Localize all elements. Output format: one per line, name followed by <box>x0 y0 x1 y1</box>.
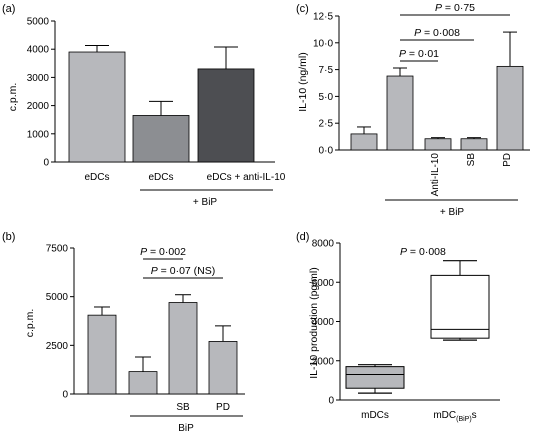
panel-c-cat-3: SB <box>466 153 477 167</box>
panel-c-bar <box>424 138 452 151</box>
panel-b-comparison-value: = 0·07 (NS) <box>158 265 215 277</box>
panel-b-cat-2: SB <box>176 402 190 413</box>
panel-a-ytick-label: 0 <box>43 158 49 169</box>
panel-a-bar <box>132 115 190 163</box>
panel-b-bar <box>128 371 158 395</box>
panel-c-ytick-label: 5·0 <box>319 92 334 103</box>
panel-c-cat-2: Anti-IL-10 <box>430 153 441 197</box>
panel-d-cat-1-base: mDC <box>433 410 456 421</box>
panel-c: (c) 0·02·55·07·510·012·5 P = 0·01P = 0·0… <box>296 2 530 218</box>
panel-a-ytick-label: 5000 <box>27 17 50 28</box>
panel-c-comparison-p: P <box>435 2 442 14</box>
panel-c-ytick-label: 12·5 <box>313 12 333 23</box>
panel-d-label: (d) <box>296 231 309 243</box>
panel-b-bars <box>87 294 238 395</box>
panel-b-ylabel: c.p.m. <box>24 309 36 338</box>
panel-c-label: (c) <box>296 3 309 15</box>
panel-c-comparison-label: P = 0·01 <box>399 48 439 60</box>
panel-d-ytick-label: 0 <box>328 396 334 407</box>
panel-a-label: (a) <box>2 3 15 15</box>
panel-d: (d) 0 2000 4000 6000 8000 IL-10 production (… <box>296 231 500 423</box>
panel-a-ytick-label: 3000 <box>27 73 50 84</box>
panel-b-bar <box>87 314 117 395</box>
panel-d-boxes <box>345 260 490 394</box>
panel-a-bar <box>197 68 255 163</box>
panel-b-label: (b) <box>2 231 15 243</box>
panel-c-ytick-label: 2·5 <box>319 119 334 130</box>
panel-c-bar <box>350 133 378 151</box>
panel-c-comparison-label: P = 0·008 <box>414 27 460 39</box>
panel-c-group-label: + BiP <box>440 207 465 218</box>
panel-d-cat-1: mDC(BiP)s <box>433 410 476 423</box>
panel-c-bar <box>460 138 488 151</box>
panel-c-ytick-label: 10·0 <box>313 38 333 49</box>
panel-c-bars <box>350 31 524 151</box>
panel-c-comparison-label: P = 0·75 <box>435 2 475 14</box>
panel-d-ytick-label: 2000 <box>312 356 335 367</box>
panel-a-ytick-label: 4000 <box>27 45 50 56</box>
panel-a-ylabel: c.p.m. <box>7 83 19 112</box>
panel-a-bar <box>68 51 126 163</box>
panel-b-ytick-label: 0 <box>62 390 68 401</box>
panel-a-group-label: + BiP <box>193 197 218 208</box>
panel-c-ytick-label: 0·0 <box>319 146 334 157</box>
panel-d-box <box>430 274 490 339</box>
panel-a-cat-0: eDCs <box>84 172 109 183</box>
panel-b-bar <box>208 341 238 395</box>
panel-b-ytick-label: 2500 <box>46 341 69 352</box>
panel-c-comparison-value: = 0·75 <box>442 2 475 14</box>
panel-d-box <box>345 366 405 389</box>
panel-c-comparison-p: P <box>414 27 421 39</box>
panel-b-comparison-p: P <box>140 246 147 258</box>
panel-c-ytick-label: 7·5 <box>319 65 334 76</box>
panel-b-comparison-value: = 0·002 <box>147 246 186 258</box>
panel-a-ytick-label: 2000 <box>27 101 50 112</box>
panel-d-cat-1-sub: (BiP) <box>456 416 472 423</box>
panel-a-ytick-label: 1000 <box>27 129 50 140</box>
panel-b-group-label: BiP <box>178 423 194 434</box>
panel-c-comparison-value: = 0·01 <box>406 48 439 60</box>
panel-b-comparison-p: P <box>151 265 158 277</box>
panel-b-ytick-label: 5000 <box>46 292 69 303</box>
panel-c-cat-4: PD <box>502 153 513 167</box>
panel-c-comparison-p: P <box>399 48 406 60</box>
panel-a-cat-1: eDCs <box>148 172 173 183</box>
panel-c-comparison-value: = 0·008 <box>421 27 460 39</box>
panel-d-pvalue-p: P <box>400 246 407 258</box>
panel-d-axes: 0 2000 4000 6000 8000 <box>312 239 500 407</box>
panel-d-pvalue-rest: = 0·008 <box>407 246 446 258</box>
panel-d-ytick-label: 6000 <box>312 278 335 289</box>
panel-a: (a) 0 1000 2000 3000 4000 5000 c.p.m. eDCs eD… <box>2 3 286 208</box>
panel-d-ylabel: IL-10 production (pg/ml) <box>308 267 320 378</box>
panel-c-ylabel: IL-10 (ng/ml) <box>297 52 309 112</box>
panel-b-comparison-label: P = 0·07 (NS) <box>151 265 216 277</box>
panel-b-cat-3: PD <box>216 402 230 413</box>
panel-d-ytick-label: 8000 <box>312 239 335 250</box>
panel-d-cat-1-suffix: s <box>472 410 477 421</box>
panel-d-pvalue: P = 0·008 <box>400 246 446 258</box>
panel-b-ytick-label: 7500 <box>46 244 69 255</box>
panel-d-cat-0: mDCs <box>361 410 389 421</box>
panel-b-comparison-label: P = 0·002 <box>140 246 186 258</box>
panel-c-bar <box>386 75 414 151</box>
panel-c-bar <box>496 65 524 151</box>
panel-a-bars <box>68 45 255 163</box>
panel-a-cat-2: eDCs + anti-IL-10 <box>207 172 286 183</box>
panel-d-ytick-label: 4000 <box>312 317 335 328</box>
panel-b-bar <box>168 302 198 395</box>
